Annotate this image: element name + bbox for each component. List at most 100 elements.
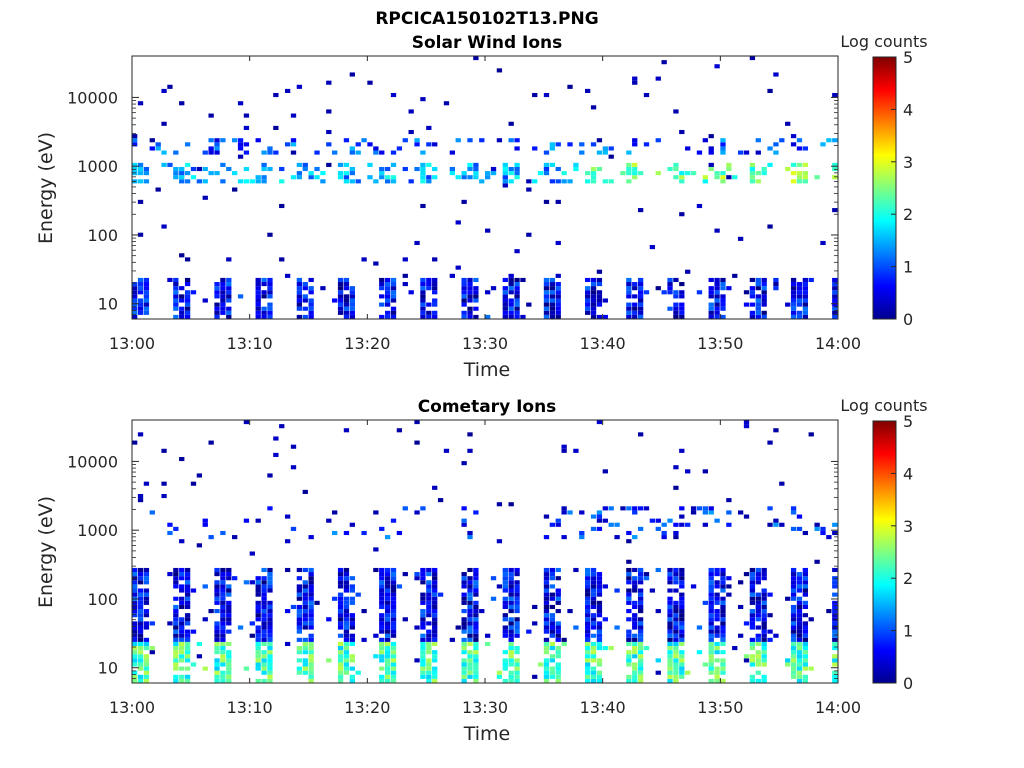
heatmap-cell	[267, 567, 273, 573]
heatmap-cell	[714, 625, 720, 630]
heatmap-cell	[790, 580, 797, 585]
heatmap-cell	[637, 662, 644, 667]
heatmap-cell	[508, 179, 514, 184]
heatmap-cell	[514, 629, 520, 634]
heatmap-cell	[796, 621, 803, 626]
heatmap-cell	[467, 658, 473, 663]
heatmap-cell	[714, 666, 720, 671]
heatmap-cell	[549, 596, 556, 601]
heatmap-cell	[426, 666, 432, 671]
heatmap-cell	[543, 613, 550, 618]
heatmap-cell	[214, 302, 220, 307]
heatmap-cell	[590, 314, 597, 319]
heatmap-cell	[179, 633, 185, 638]
heatmap-cell	[302, 294, 308, 299]
heatmap-cell	[467, 166, 473, 172]
heatmap-cell	[832, 613, 838, 618]
heatmap-cell	[214, 142, 220, 147]
heatmap-cell	[255, 658, 261, 663]
heatmap-cell	[137, 588, 144, 593]
heatmap-cell	[214, 641, 220, 647]
heatmap-cell	[796, 650, 803, 655]
heatmap-cell	[255, 138, 261, 143]
heatmap-cell	[832, 92, 838, 98]
heatmap-cell	[708, 150, 714, 155]
heatmap-cell	[337, 290, 344, 295]
heatmap-cell	[543, 584, 550, 589]
heatmap-cell	[296, 609, 303, 614]
heatmap-cell	[184, 621, 191, 626]
heatmap-cell	[255, 604, 261, 610]
heatmap-cell	[508, 286, 514, 291]
heatmap-cell	[302, 580, 308, 585]
heatmap-cell	[308, 171, 314, 176]
heatmap-cell	[420, 617, 426, 622]
heatmap-cell	[379, 600, 385, 605]
heatmap-cell	[308, 592, 314, 597]
heatmap-cell	[761, 567, 767, 573]
heatmap-cell	[473, 580, 479, 585]
heatmap-cell	[790, 510, 797, 515]
heatmap-cell	[179, 567, 185, 573]
heatmap-cell	[379, 576, 385, 581]
heatmap-cell	[402, 166, 408, 172]
heatmap-cell	[173, 294, 179, 299]
heatmap-cell	[420, 654, 426, 659]
heatmap-cell	[773, 282, 779, 287]
heatmap-cell	[755, 286, 761, 291]
heatmap-cell	[220, 621, 226, 626]
heatmap-cell	[449, 166, 455, 172]
heatmap-cell	[814, 559, 820, 564]
heatmap-cell	[708, 510, 714, 515]
heatmap-cell	[267, 633, 273, 638]
heatmap-cell	[632, 567, 638, 573]
heatmap-cell	[761, 294, 767, 299]
heatmap-cell	[743, 654, 750, 659]
heatmap-cell	[343, 277, 350, 283]
heatmap-cell	[432, 572, 438, 577]
heatmap-cell	[632, 654, 638, 659]
heatmap-cell	[255, 650, 261, 655]
heatmap-cell	[267, 584, 273, 589]
heatmap-cell	[549, 567, 556, 573]
heatmap-cell	[214, 678, 220, 683]
heatmap-cell	[590, 658, 597, 663]
heatmap-cell	[685, 146, 691, 151]
heatmap-cell	[473, 166, 479, 172]
heatmap-cell	[573, 448, 579, 453]
heatmap-cell	[720, 678, 726, 683]
heatmap-cell	[349, 310, 355, 315]
heatmap-cell	[555, 240, 561, 246]
heatmap-cell	[461, 658, 467, 663]
heatmap-cell	[667, 678, 673, 683]
heatmap-cell	[361, 257, 367, 262]
heatmap-cell	[655, 670, 661, 675]
heatmap-cell	[255, 310, 261, 315]
heatmap-cell	[432, 650, 438, 655]
heatmap-cell	[514, 678, 520, 683]
heatmap-cell	[261, 625, 267, 630]
heatmap-cell	[461, 621, 467, 626]
heatmap-cell	[696, 203, 703, 209]
heatmap-cell	[485, 314, 491, 319]
heatmap-cell	[349, 641, 355, 647]
heatmap-cell	[720, 588, 726, 593]
panel-title: Solar Wind Ions	[412, 33, 563, 53]
heatmap-cell	[673, 625, 679, 630]
heatmap-cell	[596, 150, 603, 155]
heatmap-cell	[802, 286, 808, 291]
heatmap-cell	[690, 510, 697, 515]
heatmap-cell	[132, 633, 138, 638]
heatmap-cell	[190, 588, 197, 593]
heatmap-cell	[749, 662, 756, 667]
heatmap-cell	[632, 662, 638, 667]
heatmap-cell	[308, 277, 314, 283]
heatmap-cell	[390, 150, 397, 155]
heatmap-cell	[508, 121, 514, 126]
heatmap-cell	[384, 294, 391, 299]
heatmap-cell	[832, 162, 838, 167]
y-tick-label: 10000	[67, 88, 118, 107]
heatmap-cell	[143, 481, 150, 486]
heatmap-cell	[261, 306, 267, 311]
heatmap-cell	[137, 298, 144, 303]
